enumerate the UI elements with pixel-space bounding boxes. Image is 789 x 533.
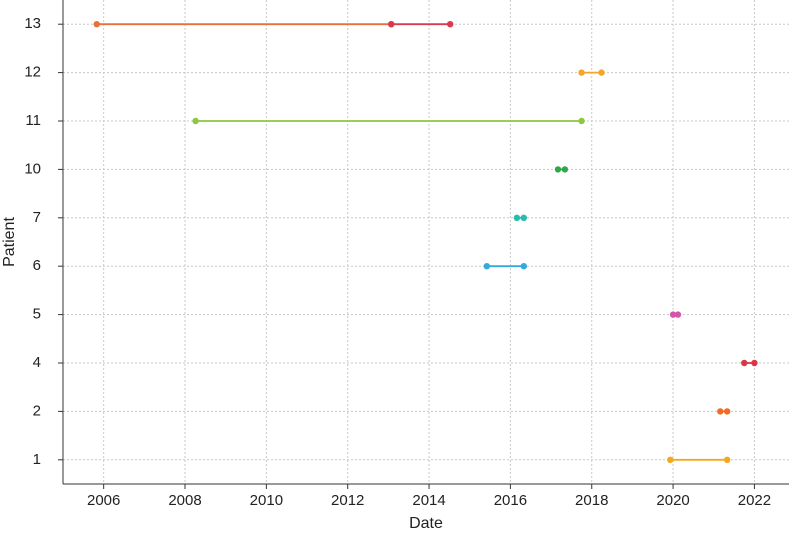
x-tick-label: 2006 (87, 492, 120, 509)
range-start (741, 359, 748, 367)
x-tick-label: 2010 (250, 492, 283, 509)
y-tick-label: 11 (25, 112, 41, 129)
range-end (520, 214, 528, 221)
range-end (598, 69, 605, 76)
y-tick-label: 13 (24, 15, 41, 32)
range-start (388, 21, 395, 28)
range-end (578, 117, 585, 125)
y-tick-label: 12 (24, 64, 41, 81)
y-tick-label: 7 (33, 209, 41, 226)
x-tick-label: 2008 (168, 492, 201, 509)
range-end (520, 263, 528, 270)
range-start (669, 311, 677, 318)
range-end (751, 359, 758, 367)
range-end (674, 311, 682, 318)
range-start (483, 263, 491, 270)
x-tick-label: 2016 (494, 492, 527, 509)
y-tick-label: 4 (33, 354, 41, 371)
range-start (717, 408, 724, 415)
range-start (554, 166, 562, 173)
range-start (513, 214, 521, 221)
x-tick-label: 2018 (575, 492, 608, 509)
x-axis-label: Date (409, 515, 443, 532)
x-tick-label: 2020 (656, 492, 689, 509)
range-start (93, 21, 100, 28)
x-tick-label: 2014 (412, 492, 445, 509)
range-end (447, 21, 454, 28)
y-tick-label: 6 (33, 257, 41, 274)
range-end (723, 408, 731, 415)
range-end (723, 456, 731, 463)
range-end (561, 166, 569, 173)
y-tick-label: 10 (24, 160, 41, 177)
y-axis-label: Patient (1, 217, 18, 267)
y-tick-label: 2 (33, 402, 41, 419)
range-start (667, 456, 674, 463)
y-tick-label: 1 (33, 451, 41, 468)
y-tick-label: 5 (33, 306, 41, 323)
x-tick-label: 2022 (738, 492, 771, 509)
range-start (578, 69, 585, 76)
range-start (192, 117, 199, 125)
x-tick-label: 2012 (331, 492, 364, 509)
